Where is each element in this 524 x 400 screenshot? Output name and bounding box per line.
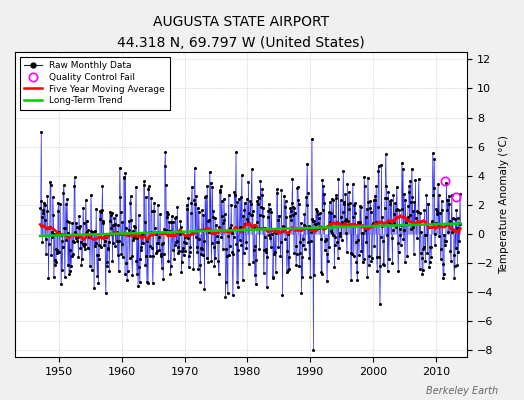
Five Year Moving Average — [37, 222, 43, 227]
Five Year Moving Average — [285, 231, 291, 236]
Five Year Moving Average — [457, 226, 464, 231]
Long-Term Trend — [405, 223, 411, 228]
Text: Berkeley Earth: Berkeley Earth — [425, 386, 498, 396]
Long-Term Trend — [457, 221, 464, 226]
Long-Term Trend — [284, 226, 290, 231]
Line: Long-Term Trend: Long-Term Trend — [40, 224, 461, 236]
Line: Five Year Moving Average: Five Year Moving Average — [40, 215, 461, 240]
Long-Term Trend — [48, 233, 54, 238]
Y-axis label: Temperature Anomaly (°C): Temperature Anomaly (°C) — [499, 135, 509, 274]
Long-Term Trend — [294, 226, 300, 231]
Legend: Raw Monthly Data, Quality Control Fail, Five Year Moving Average, Long-Term Tren: Raw Monthly Data, Quality Control Fail, … — [19, 57, 170, 110]
Five Year Moving Average — [84, 232, 91, 237]
Five Year Moving Average — [80, 238, 86, 242]
Five Year Moving Average — [48, 225, 54, 230]
Long-Term Trend — [219, 228, 225, 233]
Long-Term Trend — [37, 234, 43, 238]
Five Year Moving Average — [219, 229, 225, 234]
Title: AUGUSTA STATE AIRPORT
44.318 N, 69.797 W (United States): AUGUSTA STATE AIRPORT 44.318 N, 69.797 W… — [117, 15, 365, 50]
Five Year Moving Average — [406, 218, 412, 223]
Five Year Moving Average — [294, 228, 301, 233]
Five Year Moving Average — [397, 213, 403, 218]
Long-Term Trend — [84, 232, 90, 237]
